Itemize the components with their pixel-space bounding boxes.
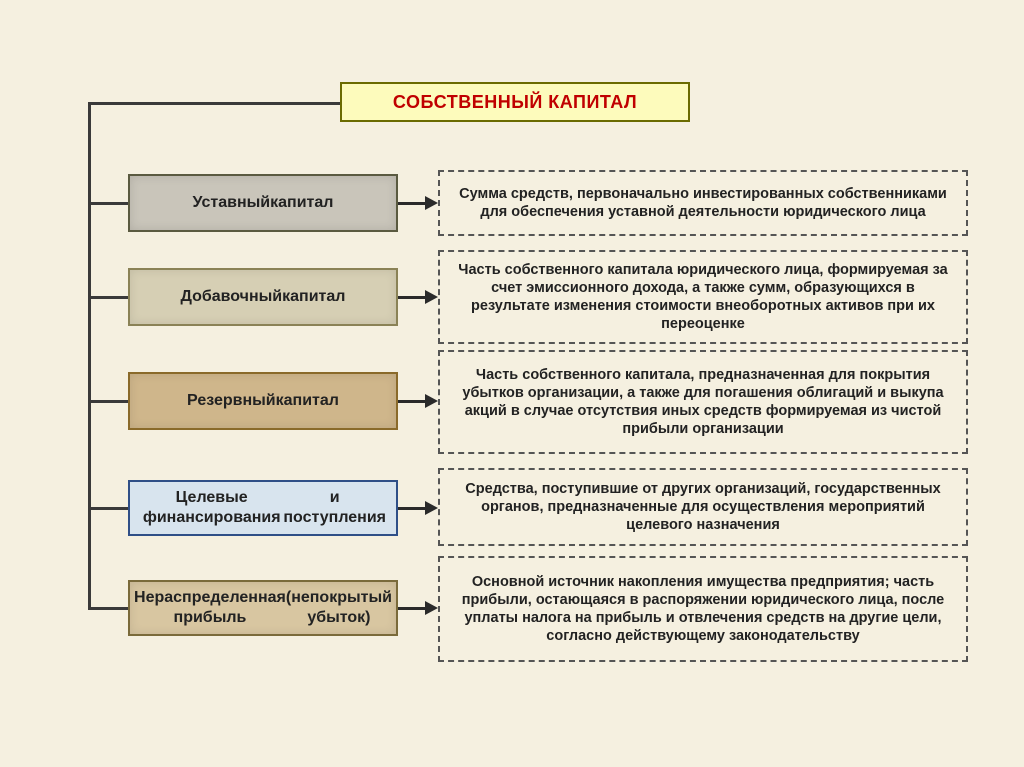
title-text: СОБСТВЕННЫЙ КАПИТАЛ — [393, 92, 637, 113]
branch-neraspr — [88, 607, 128, 610]
desc-celevye: Средства, поступившие от других организа… — [438, 468, 968, 546]
label-rezervny: Резервныйкапитал — [128, 372, 398, 430]
label-dobavochny: Добавочныйкапитал — [128, 268, 398, 326]
desc-ustavny: Сумма средств, первоначально инвестирова… — [438, 170, 968, 236]
branch-dobavochny — [88, 296, 128, 299]
label-celevye: Целевые финансированияи поступления — [128, 480, 398, 536]
title-box: СОБСТВЕННЫЙ КАПИТАЛ — [340, 82, 690, 122]
desc-dobavochny: Часть собственного капитала юридического… — [438, 250, 968, 344]
label-ustavny: Уставныйкапитал — [128, 174, 398, 232]
branch-celevye — [88, 507, 128, 510]
desc-rezervny: Часть собственного капитала, предназначе… — [438, 350, 968, 454]
branch-ustavny — [88, 202, 128, 205]
trunk-connector — [88, 102, 91, 610]
label-neraspr: Нераспределенная прибыль(непокрытый убыт… — [128, 580, 398, 636]
connector-title-to-trunk — [88, 102, 340, 105]
branch-rezervny — [88, 400, 128, 403]
desc-neraspr: Основной источник накопления имущества п… — [438, 556, 968, 662]
